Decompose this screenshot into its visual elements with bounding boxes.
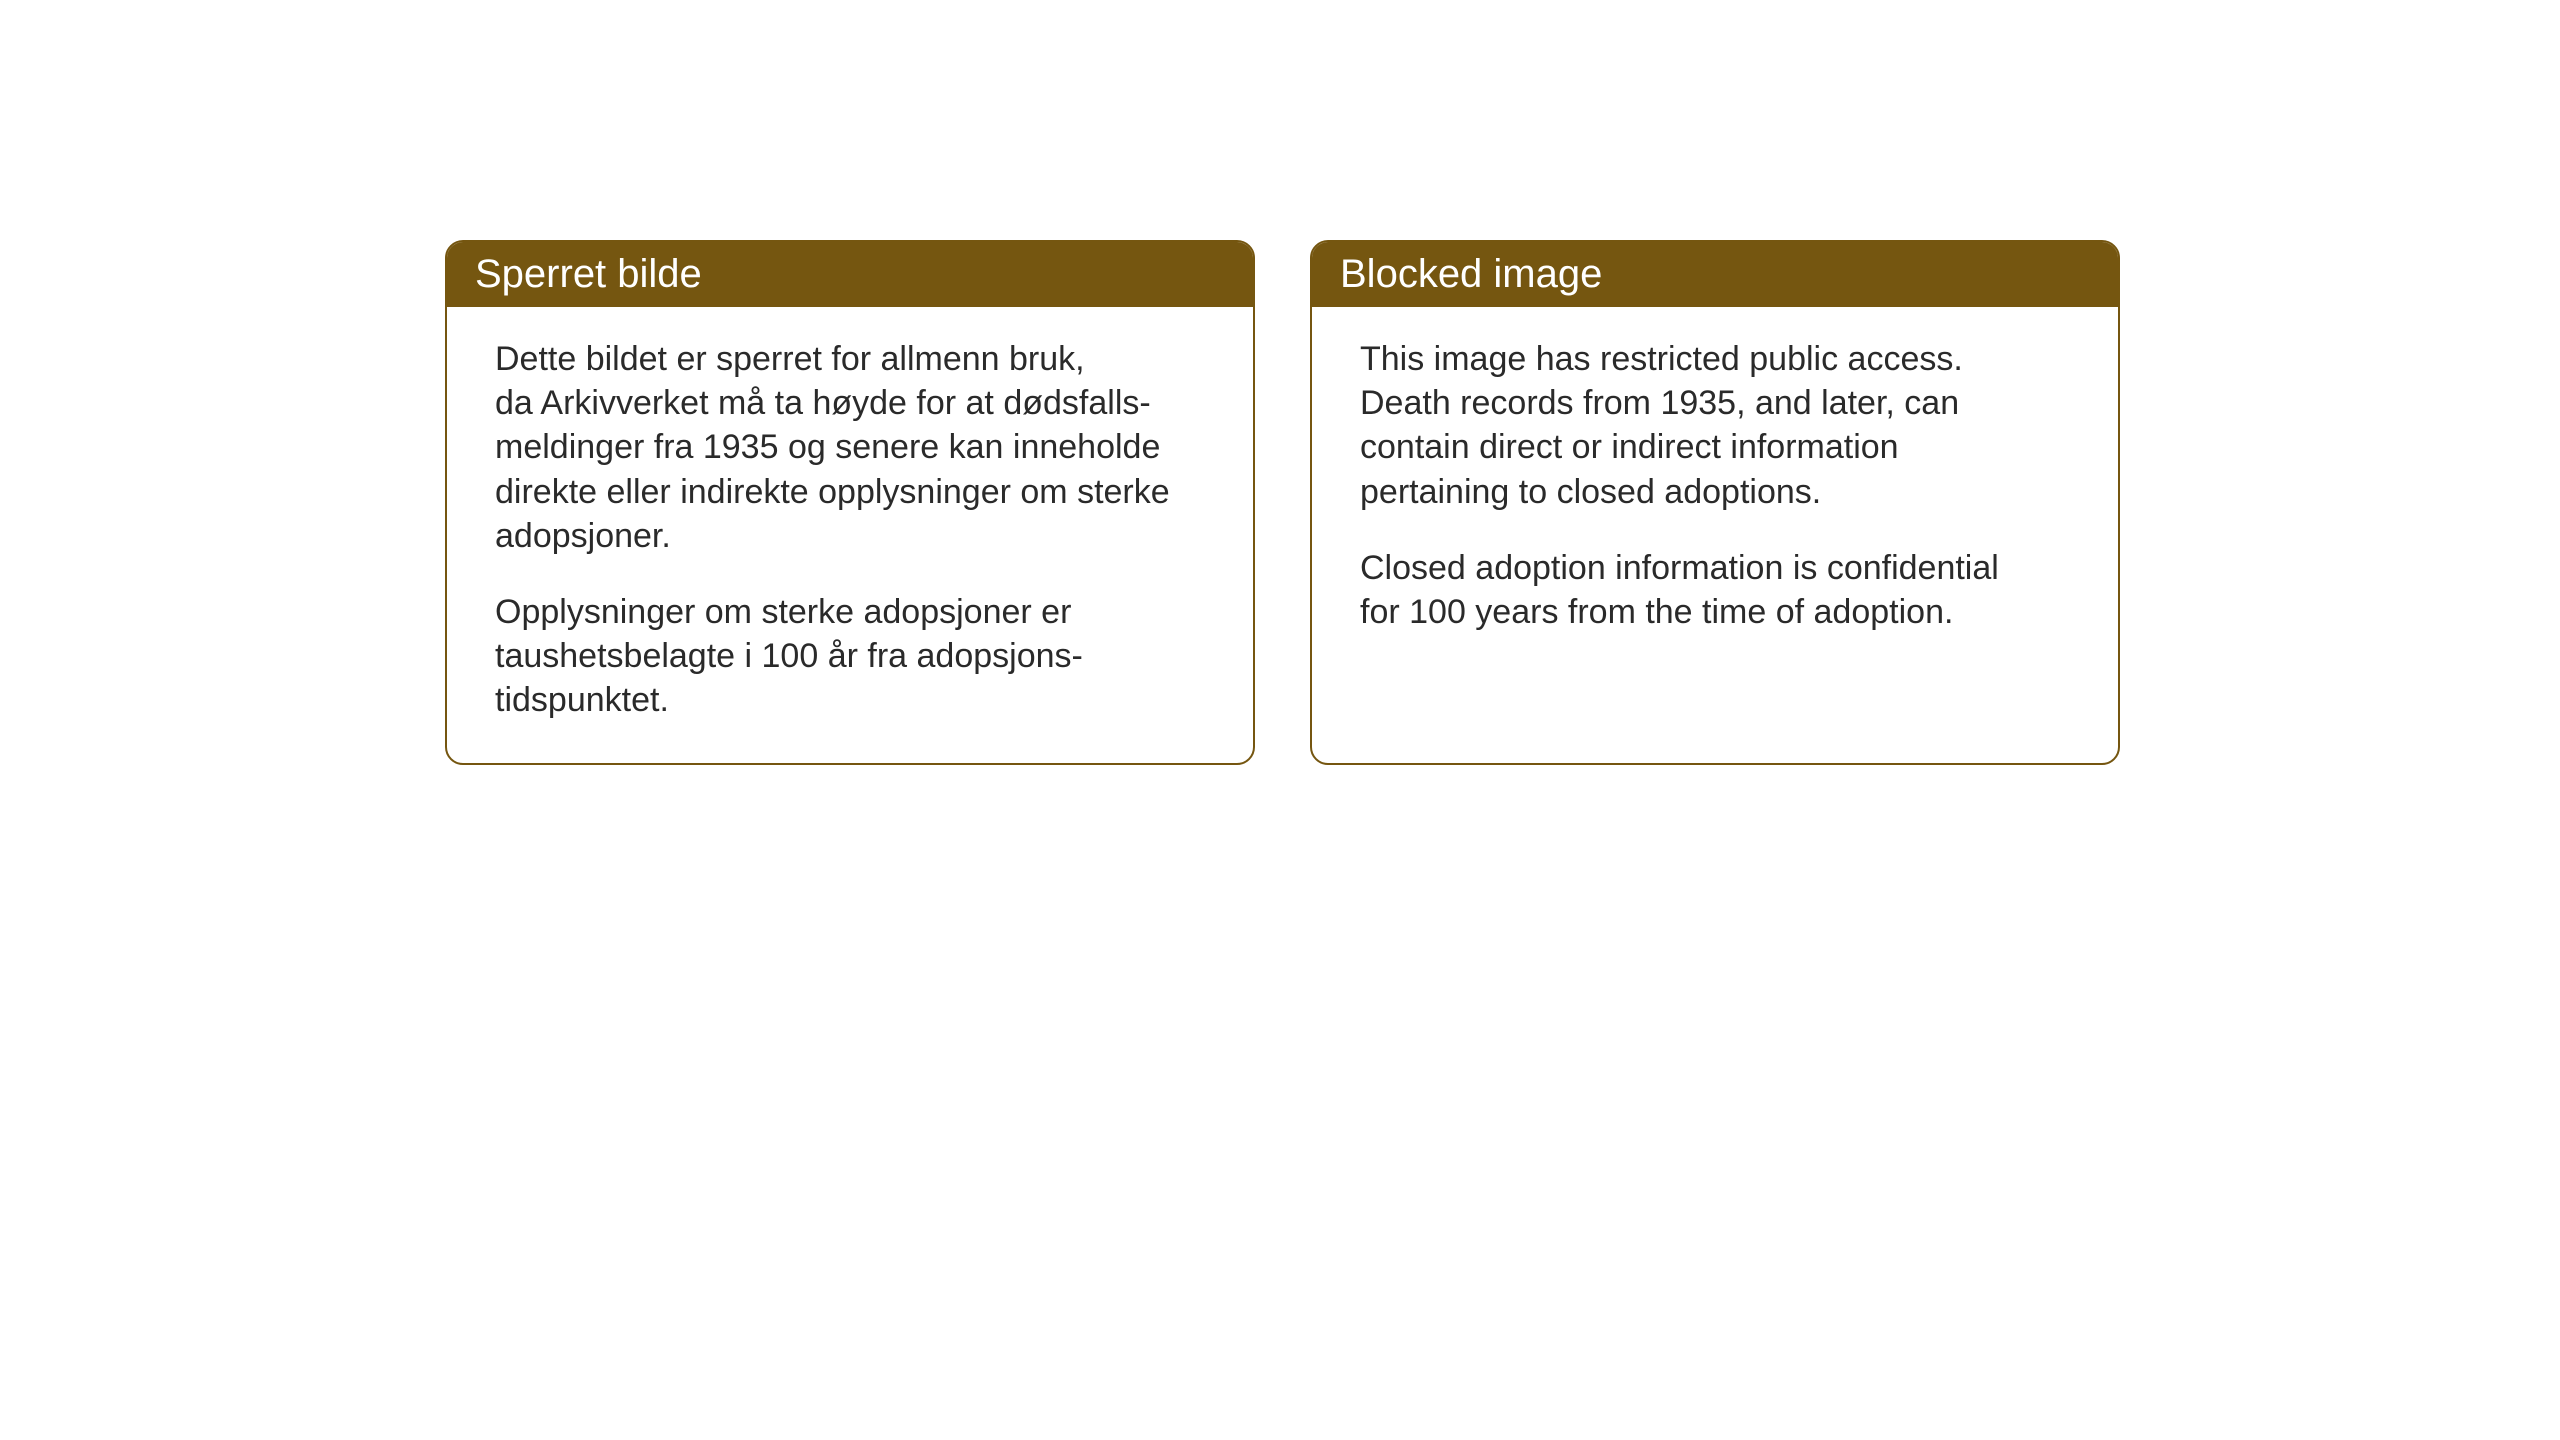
norwegian-paragraph-2: Opplysninger om sterke adopsjoner er tau… <box>495 590 1205 723</box>
english-card-body: This image has restricted public access.… <box>1312 307 2118 674</box>
english-paragraph-2: Closed adoption information is confident… <box>1360 546 2070 634</box>
norwegian-notice-card: Sperret bilde Dette bildet er sperret fo… <box>445 240 1255 765</box>
norwegian-card-title: Sperret bilde <box>447 242 1253 307</box>
norwegian-paragraph-1: Dette bildet er sperret for allmenn bruk… <box>495 337 1205 558</box>
english-card-title: Blocked image <box>1312 242 2118 307</box>
english-paragraph-1: This image has restricted public access.… <box>1360 337 2070 514</box>
notice-container: Sperret bilde Dette bildet er sperret fo… <box>445 240 2120 765</box>
english-notice-card: Blocked image This image has restricted … <box>1310 240 2120 765</box>
norwegian-card-body: Dette bildet er sperret for allmenn bruk… <box>447 307 1253 763</box>
